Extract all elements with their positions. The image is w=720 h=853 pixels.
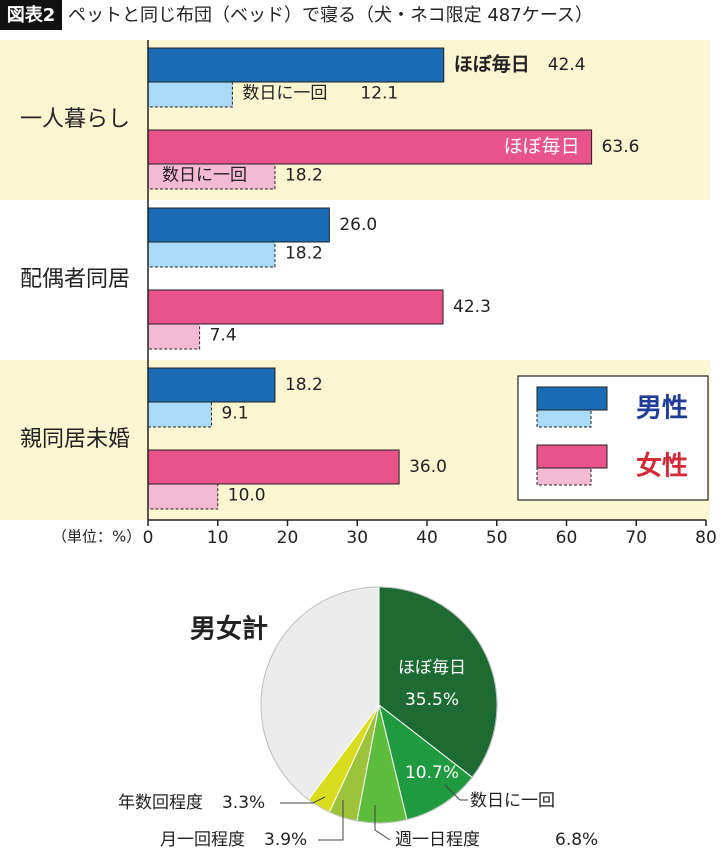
bar-daily bbox=[147, 289, 444, 325]
subcategory-label: ほぼ毎日 bbox=[504, 136, 580, 158]
pie-value-label: 35.5% bbox=[405, 690, 459, 710]
subcategory-label: 数日に一回 bbox=[162, 166, 247, 186]
x-tick-label: 10 bbox=[207, 528, 229, 548]
unit-label: （単位：%） bbox=[52, 528, 141, 546]
subcategory-label: ほぼ毎日 bbox=[454, 53, 530, 76]
value-label: 18.2 bbox=[285, 166, 323, 186]
value-label: 12.1 bbox=[360, 84, 398, 104]
pie-category-label: 年数回程度 bbox=[118, 793, 203, 813]
bar-daily bbox=[147, 449, 400, 485]
value-label: 10.0 bbox=[228, 486, 266, 506]
pie-category-label: 数日に一回 bbox=[470, 791, 555, 811]
x-tick-label: 20 bbox=[277, 528, 299, 548]
pie-title: 男女計 bbox=[190, 614, 268, 645]
value-label: 42.4 bbox=[548, 55, 586, 75]
chart-title: ペットと同じ布団（ベッド）で寝る（犬・ネコ限定 487ケース） bbox=[68, 5, 593, 26]
pie-category-label: ほぼ毎日 bbox=[398, 658, 466, 678]
x-tick-label: 60 bbox=[556, 528, 578, 548]
pie-value-label: 10.7% bbox=[405, 763, 459, 783]
legend-swatch bbox=[536, 444, 608, 469]
pie-value-label: 3.3% bbox=[222, 793, 265, 813]
value-label: 9.1 bbox=[221, 404, 248, 424]
value-label: 36.0 bbox=[409, 457, 447, 477]
x-tick-label: 0 bbox=[143, 528, 154, 548]
pie-value-label: 6.8% bbox=[555, 830, 598, 850]
subcategory-label: 数日に一回 bbox=[242, 84, 327, 104]
leader-line bbox=[280, 796, 326, 804]
legend-swatch bbox=[536, 386, 608, 411]
legend-label: 女性 bbox=[636, 451, 688, 482]
leader-line bbox=[444, 784, 468, 801]
y-tick-label: 一人暮らし bbox=[20, 107, 130, 132]
x-tick-label: 70 bbox=[625, 528, 647, 548]
value-label: 18.2 bbox=[285, 244, 323, 264]
y-tick-label: 親同居未婚 bbox=[20, 427, 130, 452]
value-label: 7.4 bbox=[210, 326, 237, 346]
bar-daily bbox=[147, 47, 445, 83]
x-tick-label: 30 bbox=[346, 528, 368, 548]
badge-bg bbox=[0, 0, 62, 30]
bar-daily bbox=[147, 367, 276, 403]
x-tick-label: 80 bbox=[695, 528, 717, 548]
x-tick-label: 40 bbox=[416, 528, 438, 548]
value-label: 18.2 bbox=[285, 375, 323, 395]
legend-label: 男性 bbox=[636, 394, 688, 424]
pie-category-label: 週一日程度 bbox=[395, 830, 480, 850]
pie-category-label: 月一回程度 bbox=[160, 830, 245, 850]
value-label: 63.6 bbox=[602, 137, 640, 157]
y-tick-label: 配偶者同居 bbox=[20, 267, 130, 292]
badge: 図表2 bbox=[7, 4, 56, 26]
x-tick-label: 50 bbox=[486, 528, 508, 548]
pie-value-label: 3.9% bbox=[264, 830, 307, 850]
value-label: 42.3 bbox=[453, 297, 491, 317]
bar-daily bbox=[147, 207, 330, 243]
value-label: 26.0 bbox=[339, 215, 377, 235]
pie-outline bbox=[260, 586, 498, 824]
leader-line bbox=[374, 805, 391, 841]
leader-line bbox=[318, 800, 344, 841]
